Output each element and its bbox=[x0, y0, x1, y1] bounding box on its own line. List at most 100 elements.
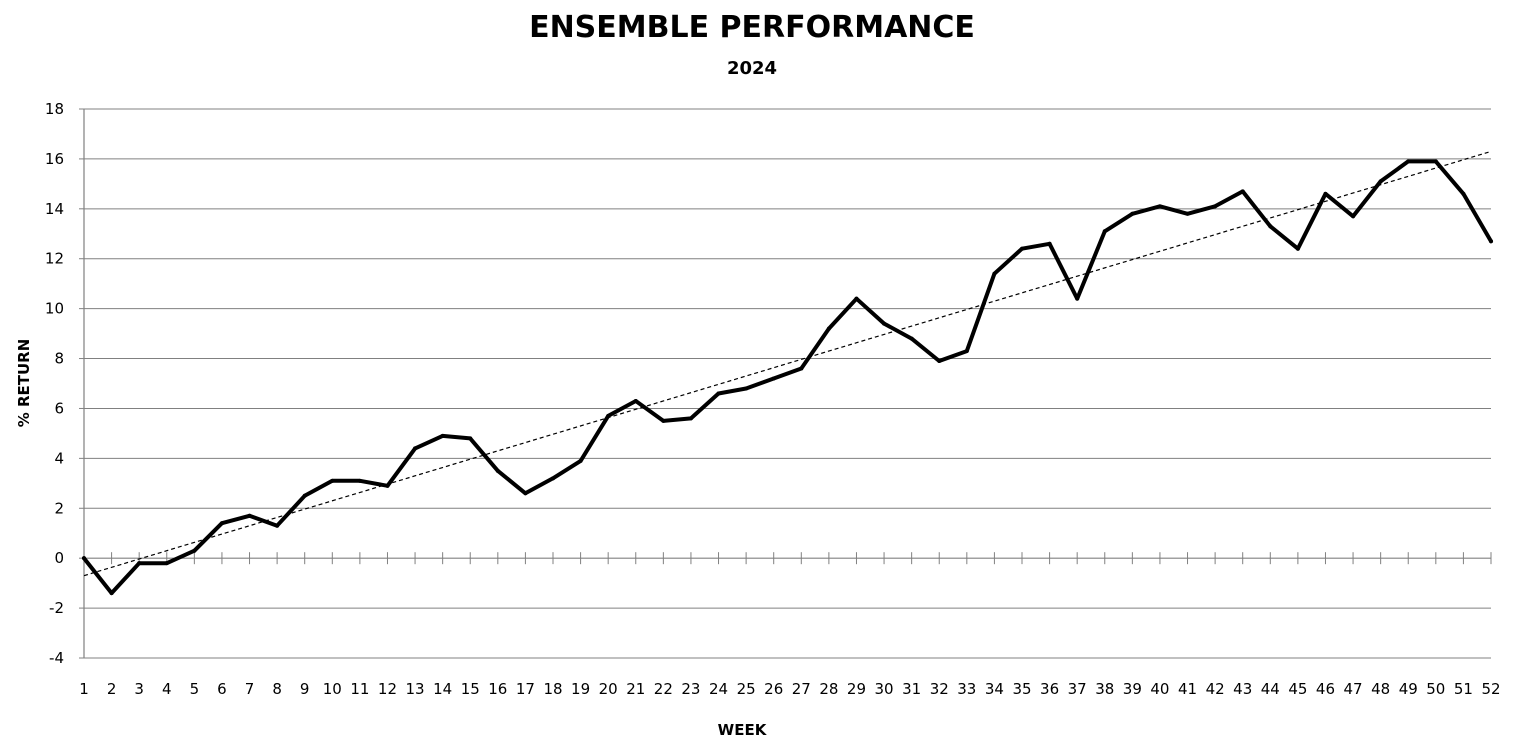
x-tick-label: 4 bbox=[162, 680, 172, 698]
x-tick-label: 47 bbox=[1344, 680, 1363, 698]
data-point bbox=[1433, 159, 1438, 164]
data-point bbox=[247, 513, 252, 518]
y-tick-label: 0 bbox=[54, 549, 64, 567]
y-tick-label: -4 bbox=[49, 649, 64, 667]
data-point bbox=[1323, 191, 1328, 196]
data-point bbox=[1378, 179, 1383, 184]
data-point bbox=[137, 561, 142, 566]
x-tick-label: 16 bbox=[488, 680, 507, 698]
y-tick-label: 16 bbox=[45, 150, 64, 168]
data-point bbox=[219, 521, 224, 526]
trendline bbox=[83, 150, 1492, 577]
data-point bbox=[937, 359, 942, 364]
data-point bbox=[744, 386, 749, 391]
x-tick-label: 41 bbox=[1178, 680, 1197, 698]
axes bbox=[79, 108, 1492, 659]
data-point bbox=[1185, 211, 1190, 216]
x-tick-label: 14 bbox=[433, 680, 452, 698]
x-tick-label: 36 bbox=[1040, 680, 1059, 698]
y-tick-label: 12 bbox=[45, 250, 64, 268]
x-tick-label: 3 bbox=[134, 680, 144, 698]
x-tick-label: 52 bbox=[1481, 680, 1500, 698]
data-point bbox=[109, 591, 114, 596]
x-tick-label: 38 bbox=[1095, 680, 1114, 698]
data-point bbox=[826, 326, 831, 331]
x-tick-label: 20 bbox=[599, 680, 618, 698]
x-tick-label: 42 bbox=[1206, 680, 1225, 698]
y-tick-label: 6 bbox=[54, 399, 64, 417]
data-point bbox=[385, 483, 390, 488]
x-tick-label: 9 bbox=[300, 680, 310, 698]
y-tick-label: 10 bbox=[45, 300, 64, 318]
data-point bbox=[854, 296, 859, 301]
x-tick-label: 39 bbox=[1123, 680, 1142, 698]
x-tick-label: 6 bbox=[217, 680, 227, 698]
x-tick-label: 25 bbox=[737, 680, 756, 698]
x-tick-label: 51 bbox=[1454, 680, 1473, 698]
x-tick-label: 26 bbox=[764, 680, 783, 698]
x-tick-label: 50 bbox=[1426, 680, 1445, 698]
data-point bbox=[716, 391, 721, 396]
data-point bbox=[1075, 296, 1080, 301]
data-point bbox=[1157, 204, 1162, 209]
data-point bbox=[1268, 224, 1273, 229]
data-point bbox=[468, 436, 473, 441]
data-point bbox=[440, 433, 445, 438]
data-point bbox=[1213, 204, 1218, 209]
x-tick-label: 7 bbox=[245, 680, 255, 698]
x-tick-label: 17 bbox=[516, 680, 535, 698]
data-point bbox=[495, 468, 500, 473]
data-point bbox=[357, 478, 362, 483]
x-tick-label: 23 bbox=[681, 680, 700, 698]
y-tick-label: 4 bbox=[54, 449, 64, 467]
x-tick-label: 35 bbox=[1012, 680, 1031, 698]
x-tick-label: 8 bbox=[272, 680, 282, 698]
data-point bbox=[992, 271, 997, 276]
x-tick-labels: 1 2 3 4 5 6 7 8 9 10 11 12 13 14 15 16 17 18 19 20 21 22 23 24 2… bbox=[79, 680, 1500, 698]
y-axis-label: % RETURN bbox=[15, 339, 33, 428]
data-point bbox=[164, 561, 169, 566]
data-point bbox=[909, 336, 914, 341]
data-point bbox=[413, 446, 418, 451]
data-point bbox=[578, 458, 583, 463]
y-tick-label: 18 bbox=[45, 100, 64, 118]
x-tick-label: 2 bbox=[107, 680, 117, 698]
x-tick-label: 29 bbox=[847, 680, 866, 698]
x-tick-label: 48 bbox=[1371, 680, 1390, 698]
y-tick-label: 14 bbox=[45, 200, 64, 218]
x-tick-label: 46 bbox=[1316, 680, 1335, 698]
chart-subtitle: 2024 bbox=[727, 58, 777, 79]
x-tick-label: 32 bbox=[930, 680, 949, 698]
x-tick-label: 5 bbox=[190, 680, 200, 698]
x-tick-label: 37 bbox=[1068, 680, 1087, 698]
data-point bbox=[1461, 191, 1466, 196]
data-point bbox=[1020, 246, 1024, 251]
trendline-layer bbox=[83, 150, 1492, 577]
data-point bbox=[882, 321, 887, 326]
data-point bbox=[551, 476, 555, 481]
data-point bbox=[1406, 159, 1411, 164]
x-axis-label: WEEK bbox=[718, 721, 768, 739]
x-tick-label: 44 bbox=[1261, 680, 1280, 698]
x-tick-label: 30 bbox=[875, 680, 894, 698]
data-point bbox=[633, 398, 638, 403]
x-tick-label: 45 bbox=[1288, 680, 1307, 698]
data-point bbox=[330, 478, 335, 483]
x-tick-label: 13 bbox=[406, 680, 425, 698]
y-tick-label: 8 bbox=[54, 350, 64, 368]
data-point bbox=[1295, 246, 1300, 251]
data-point bbox=[1351, 214, 1356, 219]
x-tick-label: 24 bbox=[709, 680, 728, 698]
chart-title: ENSEMBLE PERFORMANCE bbox=[529, 10, 975, 45]
x-tick-label: 18 bbox=[543, 680, 562, 698]
data-point bbox=[1489, 239, 1493, 244]
data-point bbox=[302, 493, 307, 498]
data-point bbox=[1130, 211, 1135, 216]
x-tick-label: 1 bbox=[79, 680, 89, 698]
data-point bbox=[82, 556, 86, 561]
y-tick-label: -2 bbox=[49, 599, 64, 617]
x-tick-label: 22 bbox=[654, 680, 673, 698]
series-layer bbox=[82, 159, 1493, 596]
data-point bbox=[606, 413, 611, 418]
data-point bbox=[192, 548, 197, 553]
